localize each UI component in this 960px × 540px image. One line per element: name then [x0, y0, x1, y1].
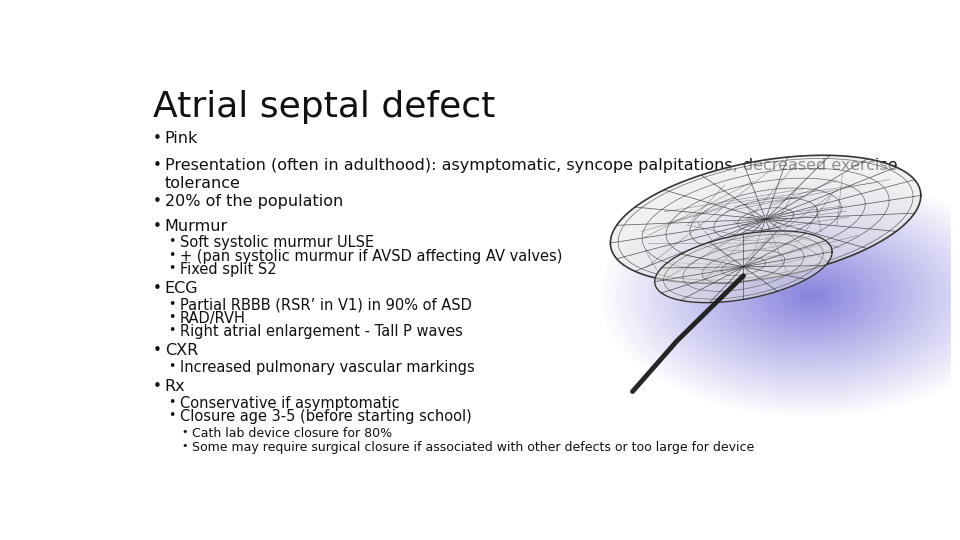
Text: Closure age 3-5 (before starting school): Closure age 3-5 (before starting school)	[180, 409, 471, 424]
Text: Some may require surgical closure if associated with other defects or too large : Some may require surgical closure if ass…	[192, 441, 755, 454]
Text: •: •	[168, 235, 176, 248]
Text: •: •	[153, 219, 161, 234]
Text: Partial RBBB (RSR’ in V1) in 90% of ASD: Partial RBBB (RSR’ in V1) in 90% of ASD	[180, 298, 471, 313]
Text: Fixed split S2: Fixed split S2	[180, 262, 276, 277]
Text: Murmur: Murmur	[165, 219, 228, 234]
Text: •: •	[168, 311, 176, 324]
Text: Pink: Pink	[165, 131, 198, 146]
Text: •: •	[168, 298, 176, 310]
Text: •: •	[153, 158, 161, 173]
Text: + (pan systolic murmur if AVSD affecting AV valves): + (pan systolic murmur if AVSD affecting…	[180, 248, 562, 264]
Text: •: •	[168, 409, 176, 422]
Text: •: •	[168, 396, 176, 409]
Text: 20% of the population: 20% of the population	[165, 194, 343, 208]
Text: RAD/RVH: RAD/RVH	[180, 311, 246, 326]
Text: Presentation (often in adulthood): asymptomatic, syncope palpitations, decreased: Presentation (often in adulthood): asymp…	[165, 158, 898, 191]
Text: Cath lab device closure for 80%: Cath lab device closure for 80%	[192, 427, 393, 440]
Text: Rx: Rx	[165, 379, 185, 394]
Polygon shape	[611, 156, 921, 283]
Text: Atrial septal defect: Atrial septal defect	[154, 90, 496, 124]
Text: •: •	[181, 441, 188, 451]
Text: •: •	[153, 281, 161, 296]
Text: •: •	[181, 427, 188, 436]
Text: •: •	[168, 248, 176, 261]
Text: Increased pulmonary vascular markings: Increased pulmonary vascular markings	[180, 360, 474, 375]
Text: CXR: CXR	[165, 343, 198, 359]
Text: ECG: ECG	[165, 281, 199, 296]
Polygon shape	[655, 231, 832, 302]
Text: •: •	[168, 360, 176, 373]
Text: •: •	[153, 379, 161, 394]
Text: •: •	[168, 262, 176, 275]
Text: Conservative if asymptomatic: Conservative if asymptomatic	[180, 396, 399, 411]
Text: •: •	[153, 194, 161, 208]
Text: Soft systolic murmur ULSE: Soft systolic murmur ULSE	[180, 235, 373, 250]
Text: Right atrial enlargement - Tall P waves: Right atrial enlargement - Tall P waves	[180, 324, 463, 339]
Text: •: •	[153, 343, 161, 359]
Text: •: •	[153, 131, 161, 146]
Text: •: •	[168, 324, 176, 338]
